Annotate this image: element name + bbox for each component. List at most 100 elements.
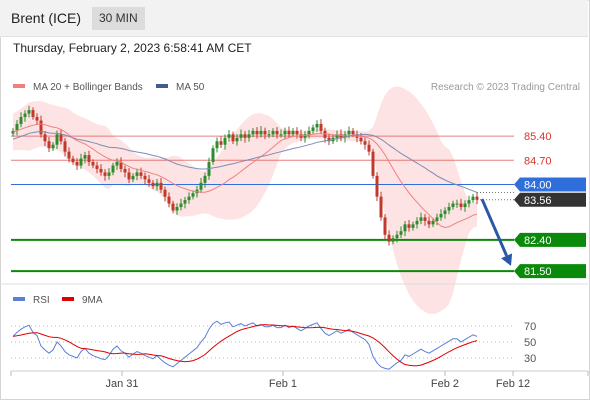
candle	[459, 198, 463, 211]
candle	[23, 110, 27, 122]
candle	[83, 151, 87, 164]
x-tick-label: Feb 12	[496, 378, 530, 390]
candle	[415, 217, 419, 229]
candle	[227, 130, 231, 142]
candle	[375, 172, 379, 201]
rsi-9ma-line	[12, 324, 478, 367]
rsi-tick-label: 70	[524, 321, 536, 333]
candle	[235, 134, 239, 146]
candle	[135, 168, 139, 181]
candle	[467, 195, 471, 208]
legend-swatch	[13, 84, 25, 88]
candle	[51, 141, 55, 151]
candle	[243, 131, 247, 143]
candle	[31, 107, 35, 120]
legend-swatch	[156, 84, 168, 88]
resistance-label: 85.40	[524, 131, 552, 143]
timeframe-button[interactable]: 30 MIN	[92, 7, 145, 30]
candle	[279, 129, 283, 138]
candle	[107, 168, 111, 180]
candle	[115, 158, 119, 170]
candle	[387, 230, 391, 246]
candle	[163, 186, 167, 202]
candle	[363, 137, 367, 150]
candle	[427, 216, 431, 229]
support-tag	[514, 264, 586, 279]
candle	[263, 127, 267, 140]
candle	[171, 200, 175, 214]
candle	[67, 147, 71, 163]
candle	[275, 127, 279, 139]
candle	[251, 128, 255, 138]
candle	[435, 213, 439, 226]
rsi-legend-swatch	[13, 297, 25, 301]
support-label: 81.50	[524, 266, 552, 278]
candle	[395, 230, 399, 243]
candle	[295, 127, 299, 139]
candle	[203, 172, 207, 188]
candle	[19, 112, 23, 128]
header-bar: Brent (ICE) 30 MIN	[0, 0, 588, 37]
candle	[311, 124, 315, 134]
candle	[315, 120, 319, 132]
candle	[231, 131, 235, 145]
candle	[39, 115, 43, 138]
ma20-line	[12, 123, 478, 229]
candle	[267, 130, 271, 139]
candle	[223, 134, 227, 150]
pivot-tag	[514, 177, 586, 192]
ma50-line	[12, 131, 478, 193]
candle	[63, 137, 67, 157]
candle	[155, 179, 159, 191]
candle	[319, 119, 323, 135]
rsi-legend-swatch	[62, 297, 74, 301]
x-tick-label: Jan 31	[105, 378, 138, 390]
candle	[167, 192, 171, 208]
candle	[119, 157, 123, 173]
candle	[139, 167, 143, 180]
candle	[419, 212, 423, 225]
legend-label: MA 50	[176, 82, 205, 93]
candle	[175, 203, 179, 215]
candle	[367, 140, 371, 156]
candle	[71, 155, 75, 165]
candle	[147, 175, 151, 187]
candle	[403, 221, 407, 237]
last-price-label: 83.56	[524, 195, 552, 207]
candle	[143, 172, 147, 185]
candle	[199, 177, 203, 194]
candle	[79, 153, 83, 169]
candle	[159, 177, 163, 194]
candle	[335, 130, 339, 143]
candle	[371, 148, 375, 179]
forecast-arrow-shaft	[480, 198, 508, 257]
candle	[439, 209, 443, 221]
candle	[47, 136, 51, 152]
candle	[379, 191, 383, 221]
candle	[95, 161, 99, 174]
candle	[287, 126, 291, 139]
candle	[239, 129, 243, 142]
candle	[283, 127, 287, 140]
pivot-label: 84.00	[524, 180, 552, 192]
candle	[43, 131, 47, 147]
candle	[383, 214, 387, 240]
candle	[431, 218, 435, 228]
bollinger-band	[13, 86, 477, 314]
candle	[455, 199, 459, 208]
support-tag	[514, 232, 586, 247]
candle	[407, 220, 411, 232]
copyright-label: Research © 2023 Trading Central	[431, 82, 580, 93]
candle	[123, 165, 127, 178]
rsi-legend-label: RSI	[33, 295, 50, 306]
x-tick-label: Feb 1	[269, 378, 297, 390]
x-tick-label: Feb 2	[431, 378, 459, 390]
candle	[211, 145, 215, 165]
resistance-label: 84.70	[524, 155, 552, 167]
candle	[99, 164, 103, 176]
last-price-tag	[514, 192, 586, 207]
candle	[111, 162, 115, 176]
candle	[303, 131, 307, 143]
candle	[247, 130, 251, 142]
